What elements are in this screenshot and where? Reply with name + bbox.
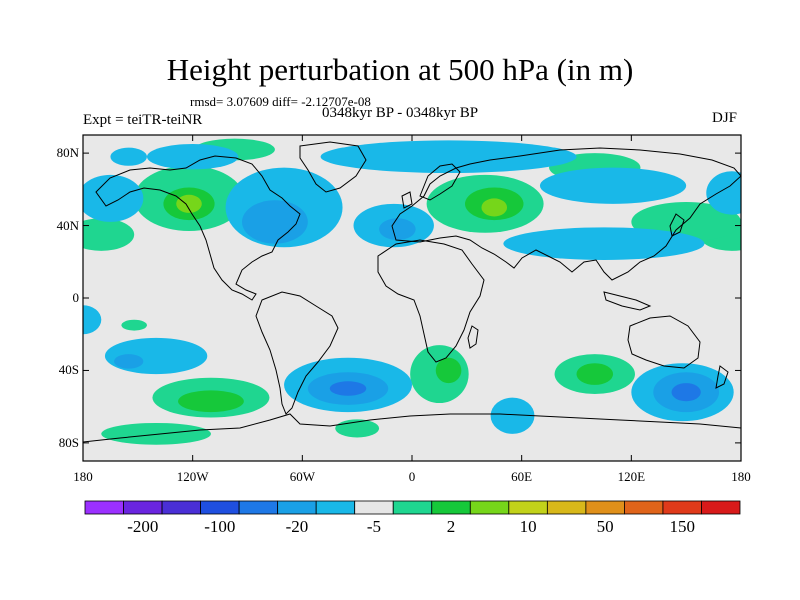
x-tick-label: 120E xyxy=(617,469,646,484)
colorbar-swatch xyxy=(200,500,240,515)
colorbar-label: -20 xyxy=(285,517,309,536)
coastline-antarctica xyxy=(83,413,741,443)
axis-ticks xyxy=(82,135,742,461)
colorbar-swatch xyxy=(624,500,664,515)
positive-anomaly-region xyxy=(176,194,202,213)
y-tick-label: 80S xyxy=(58,434,79,450)
colorbar-swatch xyxy=(701,500,741,515)
y-tick-label: 80N xyxy=(56,145,79,161)
negative-anomaly-region xyxy=(320,140,577,174)
positive-anomaly-region xyxy=(101,422,211,445)
colorbar-swatch xyxy=(546,500,587,515)
coastline-british-isles xyxy=(401,191,413,209)
coastline-new-zealand xyxy=(715,365,729,389)
colorbar-label: -100 xyxy=(204,517,236,536)
colorbar-swatch xyxy=(238,500,279,515)
positive-anomaly-region xyxy=(121,319,147,331)
x-tick-label: 60E xyxy=(511,469,533,484)
colorbar-swatch xyxy=(469,500,510,515)
colorbar-swatch xyxy=(585,500,625,515)
colorbar-label: 2 xyxy=(446,517,456,536)
colorbar-label: 50 xyxy=(596,517,614,536)
coastline-scandinavia xyxy=(419,163,461,201)
negative-anomaly-region xyxy=(329,381,367,396)
coastline-layer xyxy=(83,141,741,443)
colorbar-label: -5 xyxy=(366,517,382,536)
negative-anomaly-region xyxy=(379,218,416,241)
x-tick-label: 60W xyxy=(289,469,315,484)
season-label: DJF xyxy=(712,110,738,126)
anomaly-layer xyxy=(83,138,741,445)
colorbar-label: 150 xyxy=(669,517,695,536)
coastline-north-america xyxy=(95,155,301,301)
coastline-madagascar xyxy=(467,325,479,349)
x-tick-label: 120W xyxy=(176,469,209,484)
colorbar-swatch xyxy=(508,500,548,515)
colorbar-swatch xyxy=(315,500,356,515)
negative-anomaly-region xyxy=(671,383,701,402)
negative-anomaly-region xyxy=(114,354,144,369)
coastline-greenland xyxy=(299,141,367,193)
chart-title: Height perturbation at 500 hPa (in m) xyxy=(166,52,634,87)
x-tick-label: 0 xyxy=(408,469,416,484)
positive-anomaly-region xyxy=(481,198,508,217)
colorbar-swatch xyxy=(161,500,201,515)
positive-anomaly-region xyxy=(178,390,244,413)
negative-anomaly-region xyxy=(83,174,144,222)
coastline-indonesia xyxy=(603,291,652,311)
y-tick-label: 40S xyxy=(58,362,79,378)
colorbar-swatch xyxy=(84,500,124,515)
period-subtitle: 0348kyr BP - 0348kyr BP xyxy=(322,105,479,121)
colorbar-swatch xyxy=(354,500,394,515)
y-tick-label: 0 xyxy=(72,290,80,305)
negative-anomaly-region xyxy=(706,171,741,215)
negative-anomaly-region xyxy=(490,397,535,434)
positive-anomaly-region xyxy=(83,218,135,251)
coastline-south-america xyxy=(255,291,339,415)
colorbar xyxy=(84,500,741,515)
colorbar-swatch xyxy=(392,500,433,515)
negative-anomaly-region xyxy=(242,200,308,244)
x-tick-label: 180 xyxy=(731,469,751,484)
colorbar-label: -200 xyxy=(127,517,159,536)
y-tick-label: 40N xyxy=(56,217,79,233)
colorbar-swatch xyxy=(431,500,471,515)
negative-anomaly-region xyxy=(83,305,102,335)
colorbar-label: 10 xyxy=(519,517,537,536)
coastline-australia xyxy=(627,315,701,369)
colorbar-swatch xyxy=(662,500,702,515)
coastline-eurasia xyxy=(391,147,741,281)
coastline-japan xyxy=(669,213,685,237)
negative-anomaly-region xyxy=(539,167,687,204)
negative-anomaly-region xyxy=(503,227,705,260)
coastline-africa xyxy=(377,239,485,363)
negative-anomaly-region xyxy=(146,144,239,170)
negative-anomaly-region xyxy=(110,147,147,166)
colorbar-swatch xyxy=(123,500,163,515)
stats-subtitle: rmsd= 3.07609 diff= -2.12707e-08 xyxy=(190,94,371,109)
x-tick-label: 180 xyxy=(73,469,93,484)
positive-anomaly-region xyxy=(435,357,462,384)
positive-anomaly-region xyxy=(576,363,614,385)
colorbar-swatch xyxy=(277,500,317,515)
experiment-label: Expt = teiTR-teiNR xyxy=(83,112,203,128)
